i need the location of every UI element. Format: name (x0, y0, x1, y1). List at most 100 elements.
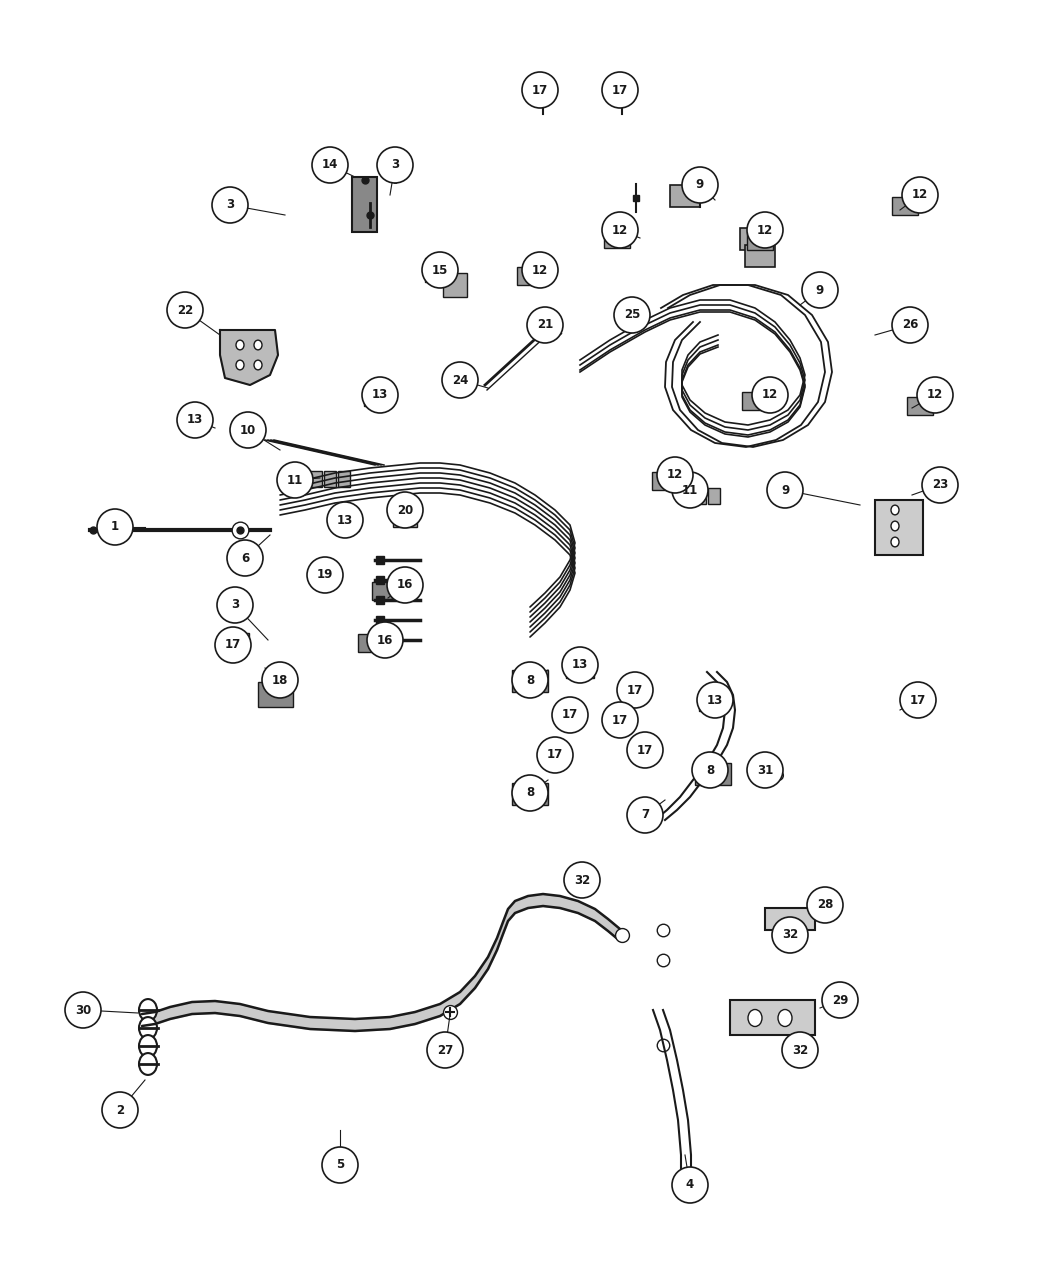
Text: 28: 28 (817, 899, 834, 912)
Circle shape (891, 521, 899, 530)
Ellipse shape (177, 402, 213, 439)
Ellipse shape (527, 307, 563, 343)
Text: 30: 30 (75, 1003, 91, 1016)
Text: 13: 13 (572, 658, 588, 672)
Text: 11: 11 (287, 473, 303, 487)
Ellipse shape (782, 1031, 818, 1068)
Bar (747, 232, 773, 250)
Text: 16: 16 (377, 634, 393, 646)
Ellipse shape (307, 557, 343, 593)
Ellipse shape (102, 1091, 138, 1128)
Text: 10: 10 (239, 423, 256, 436)
Ellipse shape (327, 502, 363, 538)
Ellipse shape (766, 472, 803, 507)
Ellipse shape (512, 662, 548, 697)
Text: 9: 9 (781, 483, 790, 496)
Bar (372, 581, 392, 601)
Bar (670, 185, 700, 207)
Text: 14: 14 (321, 158, 338, 172)
Circle shape (139, 1017, 157, 1039)
Text: 12: 12 (927, 389, 943, 402)
Text: 12: 12 (667, 468, 684, 482)
Ellipse shape (522, 252, 558, 288)
Text: 17: 17 (627, 683, 643, 696)
Text: 9: 9 (696, 179, 705, 191)
Ellipse shape (387, 492, 423, 528)
Ellipse shape (627, 797, 663, 833)
Text: 3: 3 (391, 158, 399, 172)
Ellipse shape (747, 212, 783, 249)
Ellipse shape (562, 646, 598, 683)
Ellipse shape (537, 737, 573, 773)
Circle shape (778, 1010, 792, 1026)
Ellipse shape (312, 147, 348, 184)
Bar (512, 783, 548, 805)
Text: 26: 26 (902, 319, 918, 332)
Text: 17: 17 (225, 639, 242, 652)
Circle shape (139, 1000, 157, 1021)
Text: 22: 22 (176, 303, 193, 316)
Ellipse shape (262, 662, 298, 697)
Bar (258, 682, 293, 708)
Bar (740, 228, 770, 250)
Text: 13: 13 (337, 514, 353, 527)
Ellipse shape (167, 292, 203, 328)
Text: 9: 9 (816, 283, 824, 297)
Text: 7: 7 (640, 808, 649, 821)
Text: 13: 13 (372, 389, 388, 402)
Bar (364, 386, 392, 405)
Ellipse shape (682, 167, 718, 203)
Text: 2: 2 (116, 1103, 124, 1117)
Bar (730, 1000, 815, 1035)
Ellipse shape (427, 1031, 463, 1068)
Bar (352, 177, 377, 232)
Bar (563, 711, 581, 725)
Ellipse shape (617, 672, 653, 708)
Bar (512, 669, 548, 692)
Ellipse shape (97, 509, 133, 544)
Bar (699, 691, 727, 711)
Text: 12: 12 (757, 223, 773, 236)
Ellipse shape (362, 377, 398, 413)
Text: 19: 19 (317, 569, 333, 581)
Ellipse shape (564, 862, 600, 898)
Text: 25: 25 (624, 309, 640, 321)
Text: 6: 6 (240, 552, 249, 565)
Ellipse shape (772, 917, 808, 952)
Ellipse shape (900, 682, 936, 718)
Text: 32: 32 (574, 873, 590, 886)
Bar (892, 198, 918, 215)
Text: 31: 31 (757, 764, 773, 776)
Circle shape (139, 1053, 157, 1075)
Text: 1: 1 (111, 520, 119, 533)
Ellipse shape (277, 462, 313, 499)
Text: 17: 17 (612, 714, 628, 727)
Circle shape (236, 340, 244, 349)
Text: 12: 12 (911, 189, 928, 201)
Circle shape (254, 340, 262, 349)
Bar (694, 488, 706, 504)
Bar (909, 694, 927, 708)
Ellipse shape (627, 732, 663, 768)
Text: 3: 3 (231, 598, 239, 612)
Ellipse shape (672, 472, 708, 507)
Circle shape (891, 537, 899, 547)
Text: 13: 13 (187, 413, 203, 427)
Ellipse shape (442, 362, 478, 398)
Ellipse shape (614, 297, 650, 333)
Ellipse shape (692, 752, 728, 788)
Ellipse shape (602, 703, 638, 738)
Bar (181, 411, 209, 431)
Ellipse shape (902, 177, 938, 213)
Ellipse shape (552, 697, 588, 733)
Text: 21: 21 (537, 319, 553, 332)
Text: 16: 16 (397, 579, 414, 592)
Ellipse shape (212, 187, 248, 223)
Text: 17: 17 (562, 709, 579, 722)
Circle shape (254, 360, 262, 370)
Ellipse shape (802, 272, 838, 309)
Bar (517, 266, 543, 286)
Ellipse shape (697, 682, 733, 718)
Bar (765, 908, 815, 929)
Ellipse shape (672, 1167, 708, 1204)
